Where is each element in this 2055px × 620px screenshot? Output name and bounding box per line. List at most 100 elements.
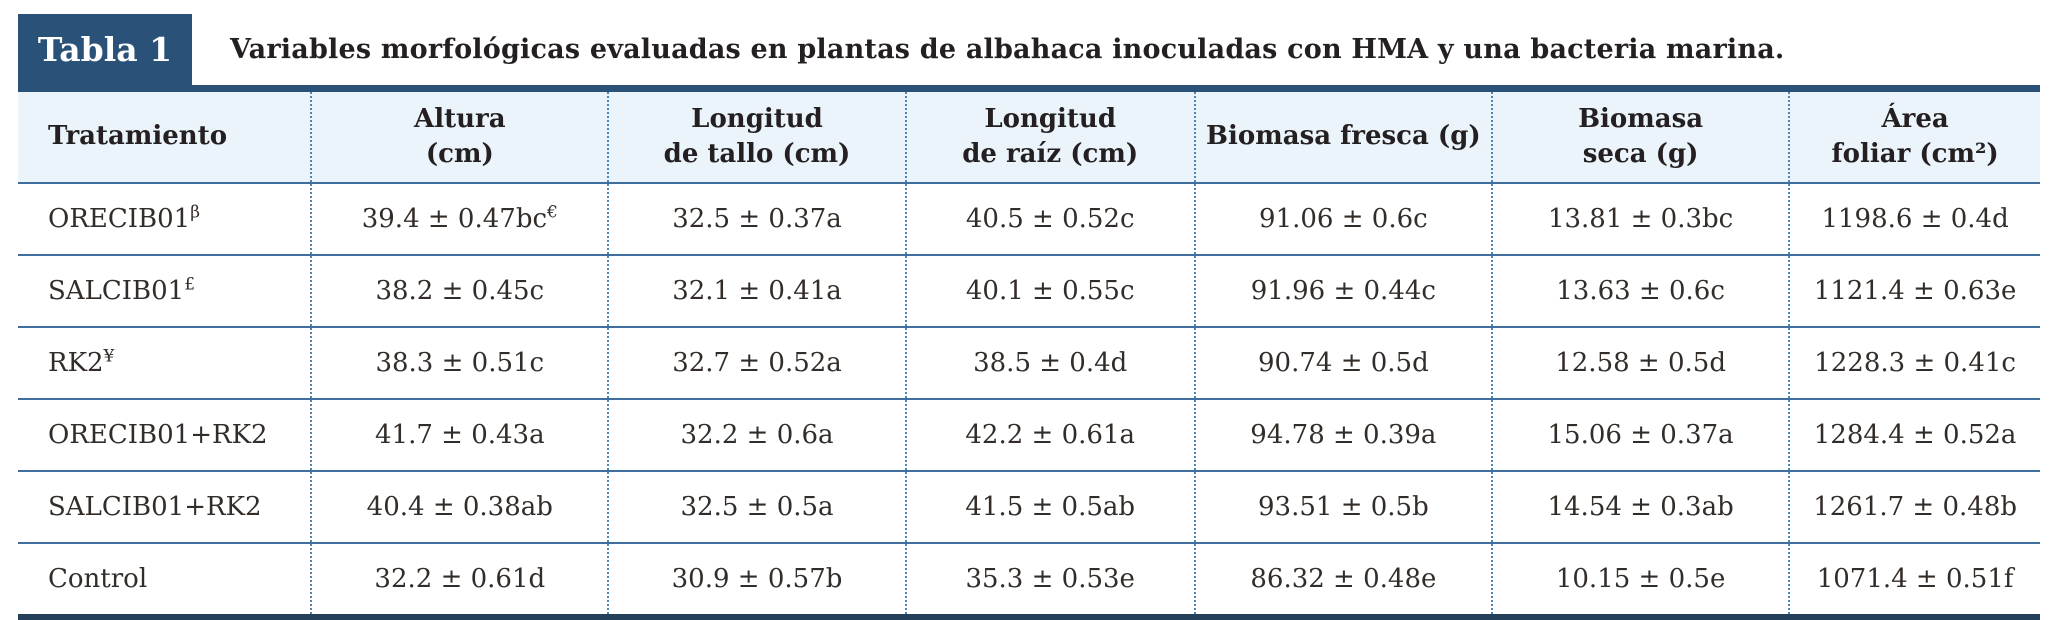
header-row: Tratamiento Altura (cm) Longitud de tall… (18, 88, 2040, 183)
cell-value: 94.78 ± 0.39a (1250, 420, 1437, 450)
cell-treatment: SALCIB01£ (18, 255, 312, 327)
cell-longitud-raiz: 40.5 ± 0.52c (904, 183, 1195, 255)
cell-value: 1198.6 ± 0.4d (1821, 204, 2009, 234)
cell-value: 1121.4 ± 0.63e (1813, 276, 2017, 306)
cell-value: 13.63 ± 0.6c (1556, 276, 1725, 306)
cell-value: 15.06 ± 0.37a (1547, 420, 1734, 450)
cell-value: 41.7 ± 0.43a (374, 420, 545, 450)
cell-biomasa-seca: 13.81 ± 0.3bc (1490, 183, 1790, 255)
cell-longitud-raiz: 35.3 ± 0.53e (904, 543, 1195, 617)
cell-value: 38.5 ± 0.4d (973, 348, 1128, 378)
col-header-longitud-tallo: Longitud de tallo (cm) (607, 88, 906, 183)
cell-value: 41.5 ± 0.5ab (965, 492, 1136, 522)
cell-biomasa-fresca: 91.96 ± 0.44c (1193, 255, 1492, 327)
cell-longitud-tallo: 32.5 ± 0.5a (607, 471, 906, 543)
cell-longitud-tallo: 30.9 ± 0.57b (607, 543, 906, 617)
cell-value: 90.74 ± 0.5d (1258, 348, 1429, 378)
cell-biomasa-fresca: 90.74 ± 0.5d (1193, 327, 1492, 399)
cell-value: 40.1 ± 0.55c (965, 276, 1135, 306)
table-label: Tabla 1 (37, 30, 173, 69)
table-header-band: Tabla 1 Variables morfológicas evaluadas… (18, 14, 2040, 85)
cell-treatment: SALCIB01+RK2 (18, 471, 312, 543)
treatment-label: Control (48, 564, 148, 594)
treatment-label: SALCIB01 (48, 276, 185, 306)
cell-biomasa-fresca: 93.51 ± 0.5b (1193, 471, 1492, 543)
cell-value: 12.58 ± 0.5d (1555, 348, 1726, 378)
cell-value: 91.96 ± 0.44c (1250, 276, 1436, 306)
cell-value: 93.51 ± 0.5b (1258, 492, 1429, 522)
cell-value: 32.1 ± 0.41a (672, 276, 842, 306)
table-label-badge: Tabla 1 (18, 14, 192, 85)
cell-value: 1261.7 ± 0.48b (1813, 492, 2018, 522)
col-header-tratamiento: Tratamiento (18, 88, 312, 183)
cell-altura: 38.3 ± 0.51c (310, 327, 609, 399)
col-header-longitud-raiz: Longitud de raíz (cm) (904, 88, 1195, 183)
col-header-line1: Biomasa fresca (g) (1206, 121, 1481, 152)
cell-biomasa-fresca: 91.06 ± 0.6c (1193, 183, 1492, 255)
col-header-line1: Longitud (691, 103, 823, 134)
cell-value: 39.4 ± 0.47bc (361, 204, 548, 234)
cell-value: 32.5 ± 0.37a (672, 204, 842, 234)
table-row: SALCIB01£ 38.2 ± 0.45c 32.1 ± 0.41a 40.1… (18, 255, 2040, 327)
cell-biomasa-seca: 12.58 ± 0.5d (1490, 327, 1790, 399)
cell-longitud-raiz: 42.2 ± 0.61a (904, 399, 1195, 471)
col-header-biomasa-fresca: Biomasa fresca (g) (1193, 88, 1492, 183)
cell-area-foliar: 1228.3 ± 0.41c (1788, 327, 2040, 399)
treatment-superscript: β (190, 202, 201, 223)
treatment-label: ORECIB01 (48, 204, 191, 234)
cell-value: 86.32 ± 0.48e (1250, 564, 1437, 594)
col-header-line1: Biomasa (1578, 103, 1704, 134)
table-row: RK2¥ 38.3 ± 0.51c 32.7 ± 0.52a 38.5 ± 0.… (18, 327, 2040, 399)
cell-biomasa-seca: 10.15 ± 0.5e (1490, 543, 1790, 617)
cell-value: 35.3 ± 0.53e (965, 564, 1135, 594)
cell-area-foliar: 1198.6 ± 0.4d (1788, 183, 2040, 255)
table-body: ORECIB01β 39.4 ± 0.47bc€ 32.5 ± 0.37a 40… (18, 183, 2040, 617)
treatment-label: SALCIB01+RK2 (48, 492, 262, 522)
cell-longitud-raiz: 41.5 ± 0.5ab (904, 471, 1195, 543)
cell-value: 32.2 ± 0.61d (374, 564, 546, 594)
cell-treatment: Control (18, 543, 312, 617)
table-row: ORECIB01+RK2 41.7 ± 0.43a 32.2 ± 0.6a 42… (18, 399, 2040, 471)
cell-area-foliar: 1261.7 ± 0.48b (1788, 471, 2040, 543)
cell-biomasa-fresca: 94.78 ± 0.39a (1193, 399, 1492, 471)
cell-value: 32.2 ± 0.6a (680, 420, 834, 450)
treatment-label: RK2 (48, 348, 104, 378)
cell-value: 1284.4 ± 0.52a (1813, 420, 2017, 450)
cell-altura: 41.7 ± 0.43a (310, 399, 609, 471)
cell-altura: 38.2 ± 0.45c (310, 255, 609, 327)
cell-biomasa-seca: 15.06 ± 0.37a (1490, 399, 1790, 471)
cell-biomasa-seca: 13.63 ± 0.6c (1490, 255, 1790, 327)
table-container: Tabla 1 Variables morfológicas evaluadas… (18, 14, 2040, 620)
cell-value: 32.5 ± 0.5a (680, 492, 834, 522)
cell-altura: 32.2 ± 0.61d (310, 543, 609, 617)
col-header-line2: (cm) (425, 139, 494, 169)
cell-longitud-raiz: 40.1 ± 0.55c (904, 255, 1195, 327)
cell-value: 40.4 ± 0.38ab (366, 492, 553, 522)
cell-longitud-tallo: 32.2 ± 0.6a (607, 399, 906, 471)
treatment-superscript: ¥ (103, 346, 115, 367)
col-header-line2: foliar (cm²) (1831, 139, 1999, 169)
cell-longitud-tallo: 32.1 ± 0.41a (607, 255, 906, 327)
cell-biomasa-fresca: 86.32 ± 0.48e (1193, 543, 1492, 617)
col-header-line1: Tratamiento (48, 121, 228, 152)
col-header-line1: Altura (414, 103, 506, 134)
cell-longitud-tallo: 32.5 ± 0.37a (607, 183, 906, 255)
cell-value: 1071.4 ± 0.51f (1816, 564, 2014, 594)
col-header-line2: seca (g) (1582, 139, 1699, 169)
cell-superscript: € (547, 202, 558, 223)
col-header-line1: Área (1881, 103, 1949, 134)
cell-value: 30.9 ± 0.57b (671, 564, 843, 594)
cell-value: 91.06 ± 0.6c (1259, 204, 1428, 234)
cell-longitud-tallo: 32.7 ± 0.52a (607, 327, 906, 399)
cell-value: 32.7 ± 0.52a (672, 348, 842, 378)
treatment-label: ORECIB01+RK2 (48, 420, 268, 450)
cell-area-foliar: 1071.4 ± 0.51f (1788, 543, 2040, 617)
table-row: ORECIB01β 39.4 ± 0.47bc€ 32.5 ± 0.37a 40… (18, 183, 2040, 255)
cell-treatment: RK2¥ (18, 327, 312, 399)
cell-area-foliar: 1284.4 ± 0.52a (1788, 399, 2040, 471)
table-caption: Variables morfológicas evaluadas en plan… (230, 34, 1785, 65)
cell-value: 38.3 ± 0.51c (375, 348, 545, 378)
cell-biomasa-seca: 14.54 ± 0.3ab (1490, 471, 1790, 543)
col-header-line2: de raíz (cm) (962, 139, 1139, 169)
cell-value: 14.54 ± 0.3ab (1547, 492, 1734, 522)
